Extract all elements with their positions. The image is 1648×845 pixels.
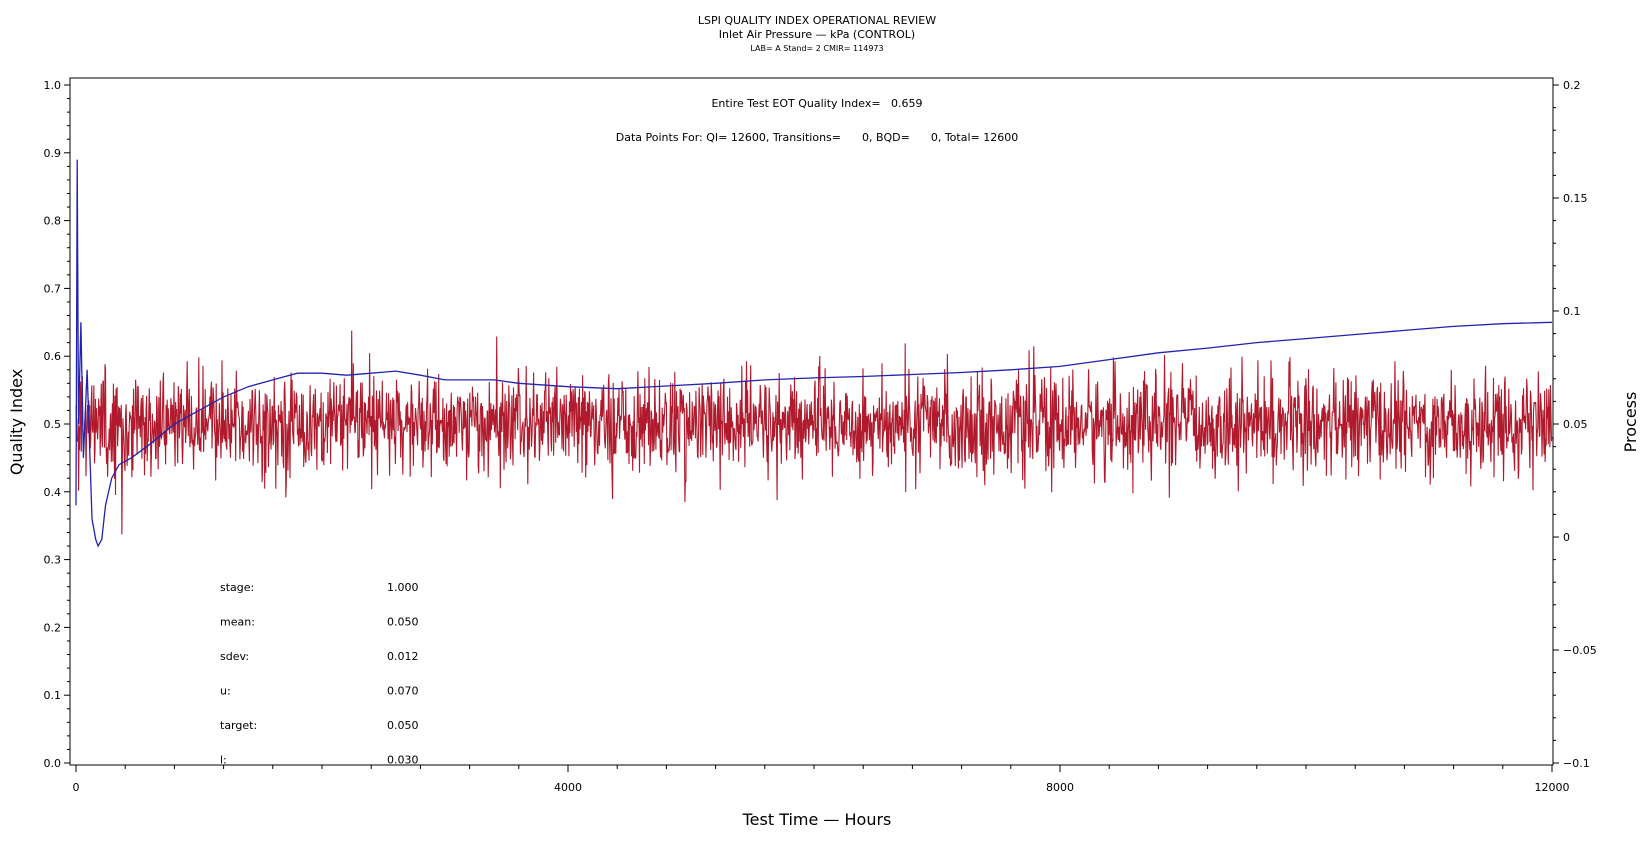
- y2-tick-label: −0.1: [1563, 757, 1590, 770]
- y-tick-label: 0.1: [44, 689, 62, 702]
- stat-value: 0.030: [387, 754, 419, 767]
- process-series: [75, 330, 1553, 535]
- y2-tick-label: 0.15: [1563, 192, 1588, 205]
- x-tick-label: 0: [73, 781, 80, 794]
- stat-value: 0.050: [387, 719, 419, 732]
- chart-title: LSPI QUALITY INDEX OPERATIONAL REVIEW: [698, 14, 936, 27]
- stat-value: 0.070: [387, 685, 419, 698]
- stat-label: mean:: [220, 616, 255, 629]
- chart-subtitle: Inlet Air Pressure — kPa (CONTROL): [719, 28, 915, 41]
- left-axis: 0.0 0.1 0.2 0.3 0.4 0.5 0.6 0.7 0.8 0.9 1.0: [44, 79, 70, 770]
- y2-tick-label: 0.1: [1563, 305, 1581, 318]
- stat-value: 0.050: [387, 616, 419, 629]
- stat-label: l:: [220, 754, 227, 767]
- stat-value: 1.000: [387, 581, 419, 594]
- y-tick-label: 0.5: [44, 418, 62, 431]
- data-points-note: Data Points For: QI= 12600, Transitions=…: [616, 131, 1018, 144]
- y2-tick-label: 0: [1563, 531, 1570, 544]
- y2-axis-label: Process: [1621, 392, 1640, 453]
- stat-value: 0.012: [387, 650, 419, 663]
- y-tick-label: 0.8: [44, 215, 62, 228]
- y-tick-label: 0.7: [44, 282, 62, 295]
- stat-label: sdev:: [220, 650, 249, 663]
- y2-tick-label: −0.05: [1563, 644, 1597, 657]
- eot-quality-index-note: Entire Test EOT Quality Index= 0.659: [711, 97, 922, 110]
- stat-label: stage:: [220, 581, 254, 594]
- stats-table: stage: 1.000 mean: 0.050 sdev: 0.012 u: 0.070 ta…: [220, 581, 419, 767]
- x-tick-label: 8000: [1046, 781, 1074, 794]
- y-axis-label: Quality Index: [7, 369, 26, 475]
- plot-frame: [69, 77, 1554, 766]
- y-tick-label: 0.9: [44, 147, 62, 160]
- y-tick-label: 0.6: [44, 350, 62, 363]
- process-line: [75, 330, 1553, 535]
- y-tick-label: 0.2: [44, 621, 62, 634]
- y-tick-label: 0.3: [44, 554, 62, 567]
- y2-tick-label: 0.05: [1563, 418, 1588, 431]
- chart-subtitle-lab: LAB= A Stand= 2 CMIR= 114973: [750, 44, 883, 53]
- bottom-axis: 0 4000 8000 12000: [73, 765, 1570, 794]
- y2-tick-label: 0.2: [1563, 79, 1581, 92]
- stat-label: u:: [220, 685, 231, 698]
- y-tick-label: 1.0: [44, 79, 62, 92]
- quality-index-line: [75, 159, 1553, 548]
- x-axis-label: Test Time — Hours: [742, 810, 892, 829]
- y-tick-label: 0.4: [44, 486, 62, 499]
- quality-series: [75, 159, 1553, 548]
- y-tick-label: 0.0: [44, 757, 62, 770]
- stat-label: target:: [220, 719, 257, 732]
- right-axis: −0.1 −0.05 0 0.05 0.1 0.15 0.2: [1553, 79, 1597, 770]
- x-tick-label: 12000: [1535, 781, 1570, 794]
- x-tick-label: 4000: [554, 781, 582, 794]
